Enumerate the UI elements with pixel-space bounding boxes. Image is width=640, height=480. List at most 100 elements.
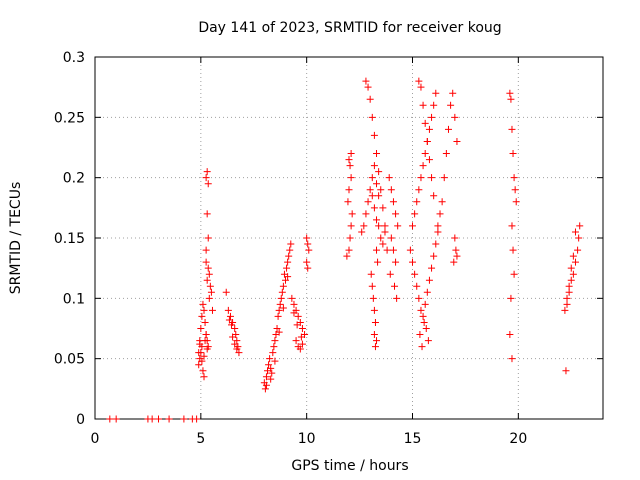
x-tick-label: 10 [298,431,316,447]
data-point [565,288,573,296]
data-point [348,210,356,218]
data-point [228,321,236,329]
data-point [303,258,311,266]
data-point [347,150,355,158]
data-point [377,186,385,194]
data-point [270,343,278,351]
data-point [303,234,311,242]
data-point [287,240,295,248]
data-point [392,258,400,266]
data-point [509,246,517,254]
data-point [275,306,283,314]
data-point [571,258,579,266]
data-point [451,234,459,242]
data-point [420,318,428,326]
data-point [432,240,440,248]
data-point [373,216,381,224]
data-point [267,364,275,372]
data-point [203,210,211,218]
y-tick-label: 0 [76,412,85,428]
data-point [419,101,427,109]
data-point [282,276,289,284]
y-tick-label: 0.05 [54,352,85,368]
data-point [567,276,575,284]
data-point [204,180,212,188]
data-point [197,349,205,357]
data-point [196,340,204,348]
data-point [205,294,213,302]
data-point [567,264,575,272]
data-point [430,101,438,109]
data-point [233,337,241,345]
data-point [370,306,378,314]
data-point [417,306,425,314]
data-point [393,294,401,302]
data-point [419,162,427,170]
data-point [381,222,389,230]
data-point [413,282,421,290]
ticks: 0 0.05 0.1 0.15 0.2 0.25 0.3 0 5 10 15 20 [54,50,603,447]
data-point [391,282,399,290]
y-tick-label: 0.25 [54,110,85,126]
data-point [571,228,579,236]
data-point [430,192,438,200]
data-point [360,222,368,230]
data-point [576,222,584,230]
data-point [575,234,583,242]
data-point [565,282,573,290]
data-point [392,210,400,218]
data-point [367,270,375,278]
data-point [279,282,287,290]
data-point [563,294,571,302]
data-point [370,162,378,170]
x-tick-label: 5 [196,431,205,447]
data-point [207,288,215,296]
data-point [415,186,423,194]
data-point [425,156,433,164]
data-point [165,415,173,423]
data-point [202,331,210,339]
data-point [561,306,569,314]
data-point [292,337,300,345]
data-point [371,318,379,326]
data-point [226,312,234,320]
data-point [424,337,432,345]
data-point [417,83,425,91]
data-point [428,264,436,272]
data-point [438,198,446,206]
data-point [375,222,383,230]
data-point [379,240,387,248]
data-point [444,125,452,133]
data-point [366,95,374,103]
data-point [277,294,285,302]
data-point [265,361,273,369]
data-point [370,131,378,139]
data-point [369,294,377,302]
data-point [562,367,570,375]
data-point [569,270,577,278]
data-point [284,258,292,266]
y-tick-label: 0.1 [63,291,85,307]
x-axis-label: GPS time / hours [291,458,408,474]
y-tick-label: 0.15 [54,231,85,247]
data-point [368,174,376,182]
data-point [409,222,416,230]
data-point [419,312,427,320]
data-point [381,228,389,236]
data-point [197,325,205,332]
data-point [406,246,414,254]
data-point [195,361,203,369]
x-tick-label: 15 [404,431,422,447]
data-point [200,352,208,360]
data-point [198,312,206,320]
data-point [389,246,397,254]
data-point [224,306,232,314]
data-point [368,282,376,290]
data-point [387,186,395,194]
data-point [229,333,237,341]
data-point [304,240,312,248]
data-point [569,252,577,260]
data-point [279,304,287,312]
data-point [200,306,208,314]
data-point [508,222,516,230]
